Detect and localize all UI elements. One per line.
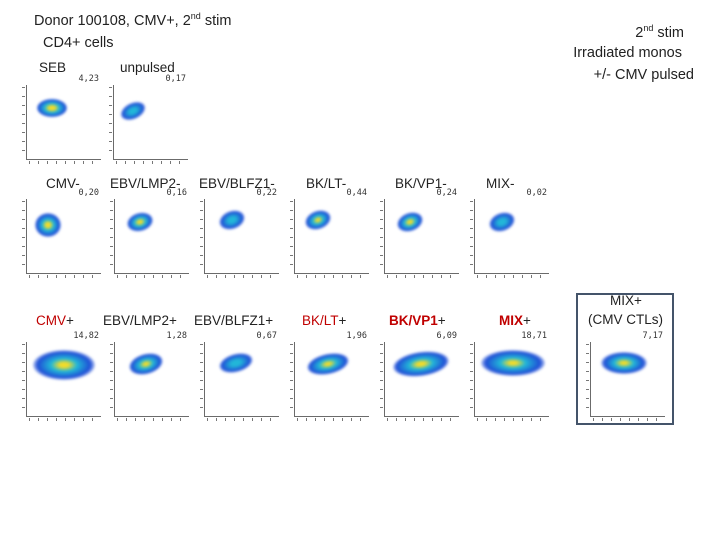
label-mix-pos: MIX+ — [499, 313, 531, 328]
stim-note-line1: 2nd stim — [635, 23, 684, 41]
flow-plot-mix-pos-ctl: 7,17 — [586, 331, 665, 421]
label-ebv-blfz1-neg: EBV/BLFZ1- — [199, 176, 275, 191]
flow-plot-mix-pos: 18,71 — [470, 331, 549, 421]
flow-plot-ebv-lmp2-neg: 0,16 — [110, 188, 189, 278]
label-ebv-lmp2-pos: EBV/LMP2+ — [103, 313, 177, 328]
plot-value: 0,16 — [166, 188, 187, 198]
plot-value: 0,22 — [256, 188, 277, 198]
plot-value: 0,02 — [526, 188, 547, 198]
flow-plot-cmv-neg: 0,20 — [22, 188, 101, 278]
flow-plot-bk-vp1-neg: 0,24 — [380, 188, 459, 278]
flow-plot-unpulsed: 0,17 — [109, 74, 188, 164]
plot-value: 1,28 — [166, 331, 187, 341]
label-bk-vp1-pos: BK/VP1+ — [389, 313, 446, 328]
plot-value: 7,17 — [642, 331, 663, 341]
plot-value: 4,23 — [78, 74, 99, 84]
plot-value: 18,71 — [521, 331, 547, 341]
flow-plot-mix-neg: 0,02 — [470, 188, 549, 278]
label-cmv-pos: CMV+ — [36, 313, 74, 328]
plot-value: 0,20 — [78, 188, 99, 198]
flow-plot-ebv-lmp2-pos: 1,28 — [110, 331, 189, 421]
label-unpulsed: unpulsed — [120, 60, 175, 75]
label-mix-pos-ctl-line1: MIX+ — [610, 293, 642, 308]
stim-note-line3: +/- CMV pulsed — [593, 67, 694, 83]
plot-value: 0,67 — [256, 331, 277, 341]
plot-value: 0,44 — [346, 188, 367, 198]
highlight-frame — [576, 293, 674, 425]
plot-value: 14,82 — [73, 331, 99, 341]
label-mix-neg: MIX- — [486, 176, 515, 191]
plot-value: 6,09 — [436, 331, 457, 341]
label-bk-lt-pos: BK/LT+ — [302, 313, 347, 328]
subtitle-cells: CD4+ cells — [43, 35, 114, 51]
flow-plot-bk-vp1-pos: 6,09 — [380, 331, 459, 421]
label-seb: SEB — [39, 60, 67, 75]
flow-plot-bk-lt-pos: 1,96 — [290, 331, 369, 421]
label-bk-lt-neg: BK/LT- — [306, 176, 347, 191]
flow-plot-ebv-blfz1-neg: 0,22 — [200, 188, 279, 278]
label-mix-pos-ctl-line2: (CMV CTLs) — [588, 312, 663, 327]
plot-value: 0,17 — [165, 74, 186, 84]
stim-note-line2: Irradiated monos — [573, 45, 682, 61]
flow-plot-ebv-blfz1-pos: 0,67 — [200, 331, 279, 421]
plot-value: 1,96 — [346, 331, 367, 341]
flow-plot-bk-lt-neg: 0,44 — [290, 188, 369, 278]
flow-plot-seb: 4,23 — [22, 74, 101, 164]
label-bk-vp1-neg: BK/VP1- — [395, 176, 447, 191]
label-cmv-neg: CMV- — [46, 176, 80, 191]
flow-plot-cmv-pos: 14,82 — [22, 331, 101, 421]
page-title: Donor 100108, CMV+, 2nd stim — [34, 11, 232, 29]
label-ebv-lmp2-neg: EBV/LMP2- — [110, 176, 181, 191]
plot-value: 0,24 — [436, 188, 457, 198]
label-ebv-blfz1-pos: EBV/BLFZ1+ — [194, 313, 274, 328]
